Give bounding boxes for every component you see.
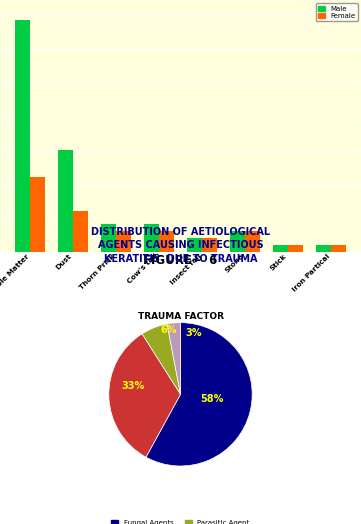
Legend: Male, Female: Male, Female xyxy=(316,4,357,21)
Bar xyxy=(187,238,202,252)
Title: DISTRIBUTION OF AETIOLOGICAL
AGENTS CAUSING INFECTIOUS
KERATITIS  DUE TO TRAUMA: DISTRIBUTION OF AETIOLOGICAL AGENTS CAUS… xyxy=(91,227,270,264)
Bar xyxy=(331,245,346,252)
Bar xyxy=(73,211,88,252)
Bar xyxy=(15,20,30,252)
Bar xyxy=(245,231,260,252)
X-axis label: TRAUMA FACTOR: TRAUMA FACTOR xyxy=(138,312,223,321)
Bar xyxy=(288,245,303,252)
Bar xyxy=(273,245,288,252)
Text: 6%: 6% xyxy=(160,324,177,335)
Bar xyxy=(230,231,245,252)
Text: 58%: 58% xyxy=(201,394,224,405)
Bar xyxy=(116,231,131,252)
Bar xyxy=(58,149,73,252)
Bar xyxy=(316,245,331,252)
Bar xyxy=(101,224,116,252)
Legend: Fungal Agents, Bacterial Agents, Parasitic Agent, Mixed growth: Fungal Agents, Bacterial Agents, Parasit… xyxy=(110,519,251,524)
Bar xyxy=(144,224,159,252)
Text: 33%: 33% xyxy=(121,381,144,391)
Bar xyxy=(159,231,174,252)
Bar xyxy=(30,177,45,252)
Wedge shape xyxy=(109,334,180,457)
Wedge shape xyxy=(142,324,180,394)
Wedge shape xyxy=(167,323,180,394)
Text: FIGURE -  6: FIGURE - 6 xyxy=(143,254,218,267)
Text: 3%: 3% xyxy=(185,328,202,337)
Wedge shape xyxy=(146,323,252,466)
Bar xyxy=(202,238,217,252)
